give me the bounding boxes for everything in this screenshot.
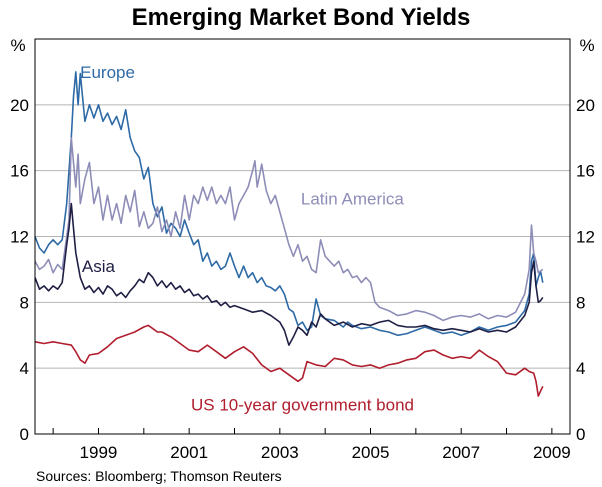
y-unit-left: % xyxy=(10,36,25,55)
x-tick-label: 1999 xyxy=(80,443,118,462)
series-label-layer: Europe Latin America Asia US 10-year govern… xyxy=(80,63,414,414)
series-layer xyxy=(34,71,544,397)
y-tick-label-right: 16 xyxy=(576,162,595,181)
series-label-1: Latin America xyxy=(301,190,405,209)
y-tick-label-left: 8 xyxy=(20,293,29,312)
x-tick-label: 2005 xyxy=(352,443,390,462)
y-tick-label-right: 0 xyxy=(576,425,585,444)
series-label-3: US 10-year government bond xyxy=(191,395,414,414)
chart-title: Emerging Market Bond Yields xyxy=(131,4,471,31)
y-tick-label-left: 20 xyxy=(10,96,29,115)
axis-layer: 0 0 4 4 8 8 12 12 16 16 20 20 1999 2001 2003 2005 2007 20… xyxy=(10,96,595,462)
y-tick-label-left: 16 xyxy=(10,162,29,181)
x-tick-label: 2003 xyxy=(261,443,299,462)
series-line-1 xyxy=(34,137,544,322)
x-tick-label: 2001 xyxy=(170,443,208,462)
y-tick-label-right: 20 xyxy=(576,96,595,115)
series-label-2: Asia xyxy=(82,257,116,276)
x-tick-label: 2009 xyxy=(533,443,571,462)
series-line-0 xyxy=(34,71,544,337)
x-tick-label: 2007 xyxy=(442,443,480,462)
y-unit-right: % xyxy=(579,36,594,55)
y-tick-label-right: 4 xyxy=(576,359,585,378)
series-label-0: Europe xyxy=(80,63,135,82)
y-tick-label-left: 4 xyxy=(20,359,29,378)
plot-frame xyxy=(34,38,571,435)
y-tick-label-left: 0 xyxy=(20,425,29,444)
y-tick-label-right: 8 xyxy=(576,293,585,312)
series-line-2 xyxy=(34,202,544,346)
grid-layer xyxy=(35,104,570,369)
y-tick-label-right: 12 xyxy=(576,228,595,247)
chart-source: Sources: Bloomberg; Thomson Reuters xyxy=(36,468,282,484)
y-tick-label-left: 12 xyxy=(10,228,29,247)
series-line-3 xyxy=(34,324,544,397)
